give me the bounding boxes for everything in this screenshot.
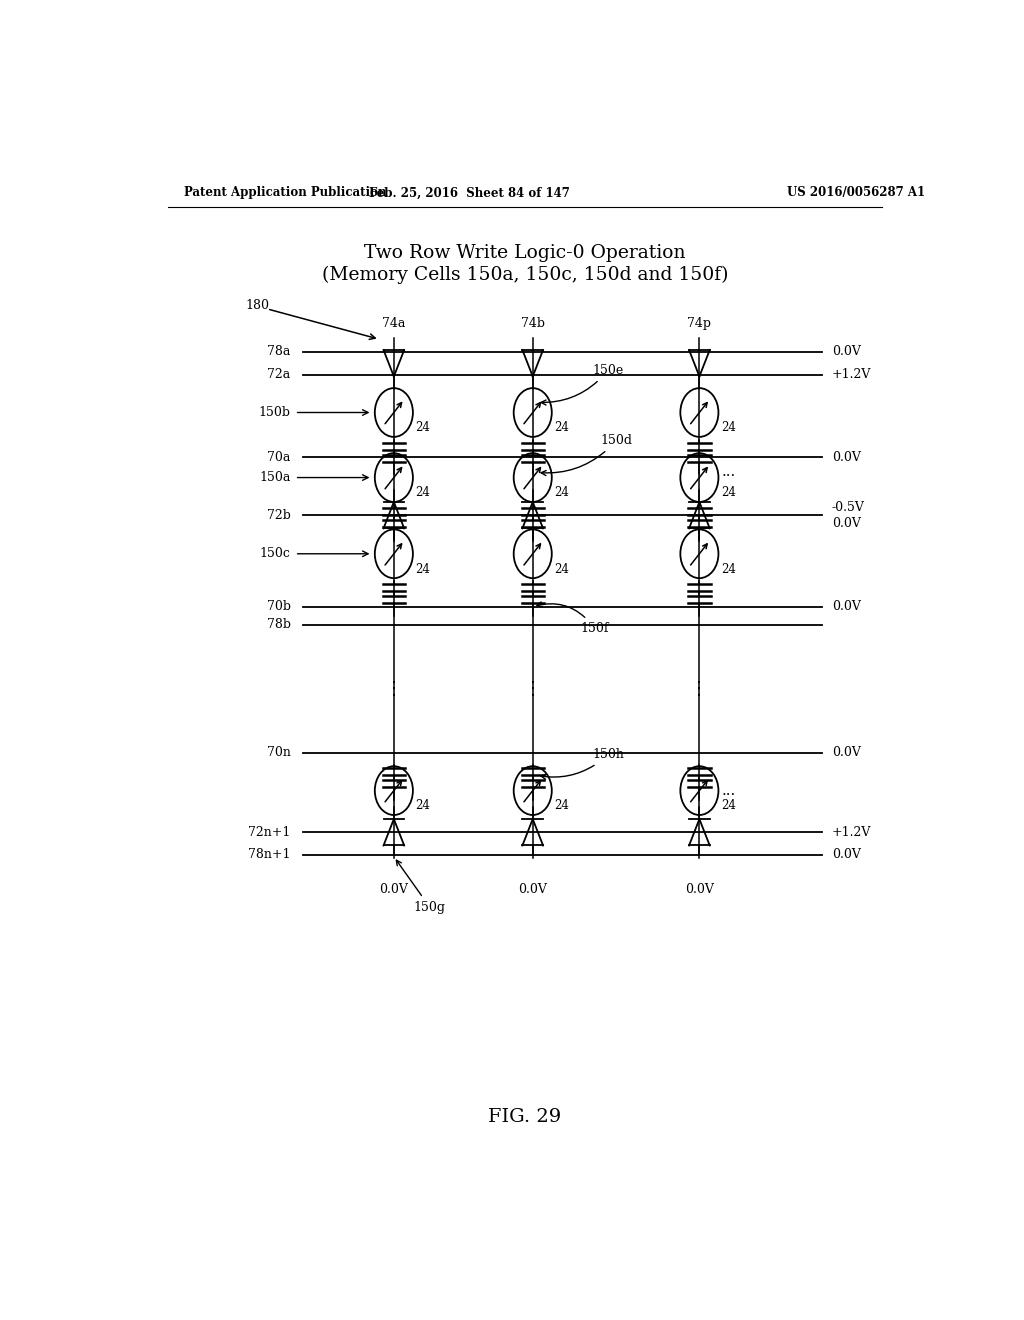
- Text: 24: 24: [416, 800, 430, 812]
- Text: 0.0V: 0.0V: [518, 883, 547, 896]
- Text: ⋮: ⋮: [385, 680, 402, 698]
- Text: 150b: 150b: [259, 407, 291, 418]
- Text: 74p: 74p: [687, 317, 712, 330]
- Text: 0.0V: 0.0V: [831, 517, 861, 529]
- Text: Feb. 25, 2016  Sheet 84 of 147: Feb. 25, 2016 Sheet 84 of 147: [369, 186, 569, 199]
- Text: 78a: 78a: [267, 345, 291, 358]
- Text: 72a: 72a: [267, 368, 291, 381]
- Text: 24: 24: [721, 486, 735, 499]
- Text: 72n+1: 72n+1: [248, 826, 291, 838]
- Text: 24: 24: [416, 562, 430, 576]
- Text: ...: ...: [722, 466, 736, 479]
- Text: +1.2V: +1.2V: [831, 826, 871, 838]
- Text: 150d: 150d: [541, 434, 632, 475]
- Text: (Memory Cells 150a, 150c, 150d and 150f): (Memory Cells 150a, 150c, 150d and 150f): [322, 267, 728, 284]
- Text: 180: 180: [246, 300, 269, 313]
- Text: ...: ...: [722, 784, 736, 797]
- Text: 70a: 70a: [267, 450, 291, 463]
- Text: 24: 24: [554, 562, 569, 576]
- Text: 150e: 150e: [541, 364, 624, 405]
- Text: 24: 24: [721, 800, 735, 812]
- Text: 0.0V: 0.0V: [685, 883, 714, 896]
- Text: 24: 24: [554, 421, 569, 434]
- Text: 150h: 150h: [541, 748, 625, 779]
- Text: 150c: 150c: [260, 548, 291, 560]
- Text: 78b: 78b: [266, 619, 291, 631]
- Text: -0.5V: -0.5V: [831, 500, 865, 513]
- Text: 0.0V: 0.0V: [831, 345, 861, 358]
- Text: 74a: 74a: [382, 317, 406, 330]
- Text: +1.2V: +1.2V: [831, 368, 871, 381]
- Text: US 2016/0056287 A1: US 2016/0056287 A1: [786, 186, 925, 199]
- Text: Patent Application Publication: Patent Application Publication: [183, 186, 386, 199]
- Text: 24: 24: [416, 486, 430, 499]
- Text: 24: 24: [554, 486, 569, 499]
- Text: 150g: 150g: [396, 861, 445, 913]
- Text: 70b: 70b: [266, 601, 291, 612]
- Text: ⋮: ⋮: [523, 680, 542, 698]
- Text: 0.0V: 0.0V: [831, 450, 861, 463]
- Text: ⋮: ⋮: [690, 680, 709, 698]
- Text: 0.0V: 0.0V: [831, 601, 861, 612]
- Text: 150f: 150f: [537, 602, 609, 635]
- Text: 0.0V: 0.0V: [831, 849, 861, 861]
- Text: 78n+1: 78n+1: [248, 849, 291, 861]
- Text: 72b: 72b: [267, 508, 291, 521]
- Text: FIG. 29: FIG. 29: [488, 1107, 561, 1126]
- Text: 24: 24: [721, 421, 735, 434]
- Text: 150a: 150a: [259, 471, 291, 484]
- Text: 74b: 74b: [521, 317, 545, 330]
- Text: 24: 24: [721, 562, 735, 576]
- Text: 24: 24: [416, 421, 430, 434]
- Text: 0.0V: 0.0V: [380, 883, 409, 896]
- Text: 0.0V: 0.0V: [831, 747, 861, 759]
- Text: Two Row Write Logic-0 Operation: Two Row Write Logic-0 Operation: [365, 244, 685, 261]
- Text: 70n: 70n: [267, 747, 291, 759]
- Text: 24: 24: [554, 800, 569, 812]
